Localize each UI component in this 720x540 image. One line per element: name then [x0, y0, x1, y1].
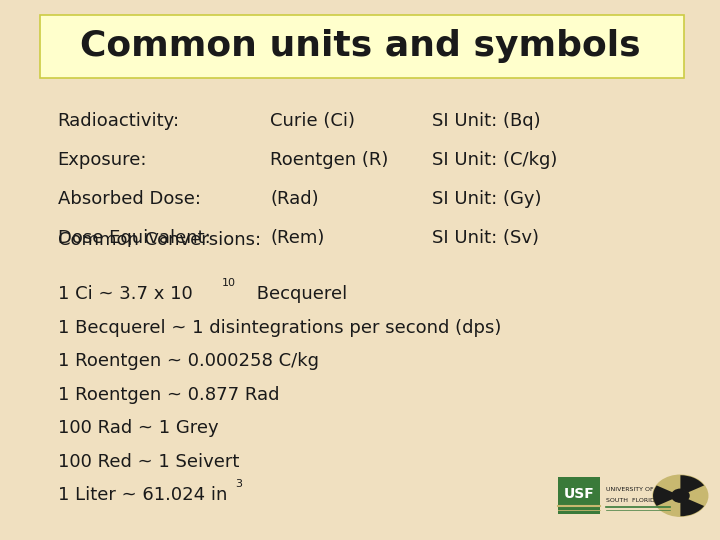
Text: 3: 3	[235, 480, 243, 489]
Text: Radioactivity:: Radioactivity:	[58, 112, 180, 131]
Text: Common Conversions:: Common Conversions:	[58, 231, 261, 249]
Text: Common units and symbols: Common units and symbols	[80, 30, 640, 63]
Wedge shape	[680, 475, 704, 492]
Text: USF: USF	[564, 487, 594, 501]
Text: 10: 10	[222, 279, 235, 288]
Text: SOUTH  FLORIDA.: SOUTH FLORIDA.	[606, 498, 660, 503]
Text: SI Unit: (Bq): SI Unit: (Bq)	[432, 112, 541, 131]
Text: 1 Roentgen ~ 0.877 Rad: 1 Roentgen ~ 0.877 Rad	[58, 386, 279, 404]
FancyBboxPatch shape	[558, 477, 600, 514]
Text: SI Unit: (C/kg): SI Unit: (C/kg)	[432, 151, 557, 170]
Circle shape	[653, 475, 708, 516]
Wedge shape	[680, 499, 704, 516]
Wedge shape	[653, 485, 673, 506]
Text: UNIVERSITY OF: UNIVERSITY OF	[606, 487, 653, 491]
Text: 1 Liter ~ 61.024 in: 1 Liter ~ 61.024 in	[58, 486, 227, 504]
Text: Absorbed Dose:: Absorbed Dose:	[58, 190, 201, 208]
Text: 1 Becquerel ~ 1 disintegrations per second (dps): 1 Becquerel ~ 1 disintegrations per seco…	[58, 319, 501, 337]
Text: Curie (Ci): Curie (Ci)	[270, 112, 355, 131]
Text: (Rem): (Rem)	[270, 229, 325, 247]
Text: SI Unit: (Gy): SI Unit: (Gy)	[432, 190, 541, 208]
Text: Roentgen (R): Roentgen (R)	[270, 151, 388, 170]
Text: Exposure:: Exposure:	[58, 151, 147, 170]
Text: 1 Roentgen ~ 0.000258 C/kg: 1 Roentgen ~ 0.000258 C/kg	[58, 352, 319, 370]
Text: Dose Equivalent:: Dose Equivalent:	[58, 229, 210, 247]
Circle shape	[672, 489, 689, 502]
Text: 100 Red ~ 1 Seivert: 100 Red ~ 1 Seivert	[58, 453, 239, 471]
Text: (Rad): (Rad)	[270, 190, 319, 208]
Text: 1 Ci ~ 3.7 x 10: 1 Ci ~ 3.7 x 10	[58, 285, 192, 303]
Text: 100 Rad ~ 1 Grey: 100 Rad ~ 1 Grey	[58, 419, 218, 437]
Text: SI Unit: (Sv): SI Unit: (Sv)	[432, 229, 539, 247]
FancyBboxPatch shape	[40, 15, 684, 78]
Text: Becquerel: Becquerel	[251, 285, 347, 303]
